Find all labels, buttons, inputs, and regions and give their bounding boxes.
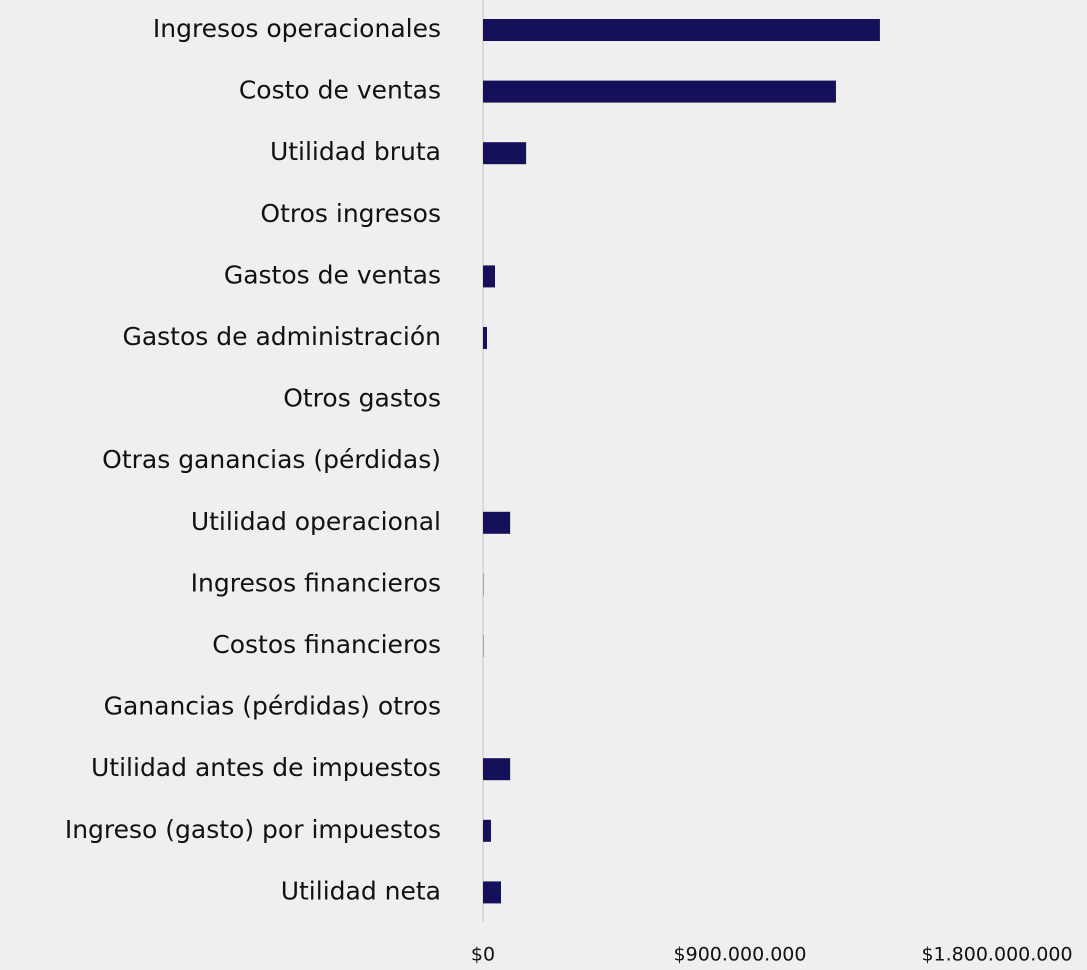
y-tick-label: Ingreso (gasto) por impuestos	[65, 815, 441, 844]
y-tick-label: Otros gastos	[283, 384, 441, 413]
bar	[483, 142, 527, 165]
bar	[483, 19, 880, 41]
x-tick-label: $0	[471, 944, 495, 966]
bar	[483, 327, 487, 349]
y-tick-label: Otros ingresos	[260, 199, 441, 228]
bar	[483, 511, 511, 534]
bar	[483, 80, 836, 103]
y-tick-label: Gastos de administración	[122, 322, 441, 351]
bar	[483, 881, 501, 904]
y-tick-label: Otras ganancias (pérdidas)	[102, 445, 441, 474]
bar	[483, 758, 511, 781]
y-tick-label: Gastos de ventas	[224, 260, 441, 289]
y-tick-label: Ingresos financieros	[191, 568, 441, 597]
y-tick-label: Ingresos operacionales	[153, 14, 441, 43]
y-tick-label: Ganancias (pérdidas) otros	[104, 692, 441, 721]
bar	[483, 265, 495, 288]
x-tick-label: $900.000.000	[674, 944, 807, 966]
y-tick-label: Utilidad neta	[281, 876, 441, 905]
y-tick-label: Costos financieros	[212, 630, 441, 659]
y-tick-label: Utilidad operacional	[191, 507, 441, 536]
y-tick-label: Utilidad antes de impuestos	[91, 753, 441, 782]
y-tick-label: Utilidad bruta	[270, 137, 441, 166]
bar	[483, 819, 491, 842]
y-tick-label: Costo de ventas	[239, 76, 441, 105]
x-tick-label: $1.800.000.000	[921, 944, 1072, 966]
